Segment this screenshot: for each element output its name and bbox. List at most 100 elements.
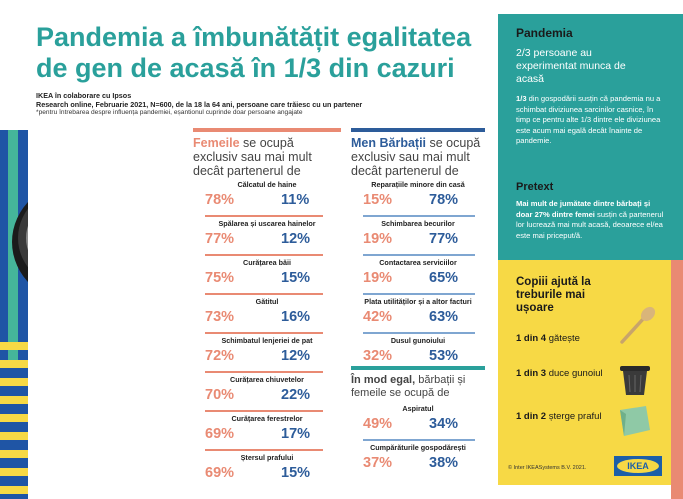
item-label: Aspiratul	[402, 404, 434, 413]
item-label: Schimbarea becurilor	[381, 219, 455, 228]
men-share: 53%	[429, 348, 459, 364]
list-item: Călcatul de haine 78% 11%	[193, 180, 341, 220]
pretext-paragraph-rest: susțin că partenerul lor lucrează mai mu…	[516, 209, 664, 240]
chore-item-cooking: 1 din 4 gătește	[516, 333, 606, 345]
women-heading: Femeile se ocupă exclusiv sau mai mult d…	[193, 136, 341, 178]
list-item: Curățarea băii 75% 15%	[193, 258, 341, 298]
list-item: Schimbarea becurilor 19% 77%	[351, 219, 485, 259]
men-accent-bar	[351, 128, 485, 132]
pandemic-paragraph: 1/3 din gospodării susțin că pandemia nu…	[516, 94, 666, 147]
kids-panel: Copiii ajută la treburile mai ușoare 1 d…	[498, 260, 671, 485]
item-divider	[205, 410, 323, 412]
women-share: 15%	[363, 192, 393, 208]
men-share: 16%	[281, 309, 311, 325]
ikea-logo-oval: IKEA	[617, 459, 659, 473]
wooden-spoon-icon	[620, 306, 656, 344]
men-share: 15%	[281, 270, 311, 286]
pandemic-paragraph-rest: din gospodării susțin că pandemia nu a s…	[516, 94, 661, 145]
women-share: 37%	[363, 455, 393, 471]
item-divider	[363, 215, 475, 217]
equal-heading: În mod egal, bărbații și femeile se ocup…	[351, 374, 485, 400]
chore-ratio: 1 din 2	[516, 411, 547, 422]
equal-accent-bar	[351, 366, 485, 370]
men-share: 34%	[429, 416, 459, 432]
source-note: *pentru întrebarea despre influența pand…	[36, 109, 303, 116]
men-share: 38%	[429, 455, 459, 471]
pandemic-heading: Pandemia	[516, 26, 573, 40]
item-label: Curățarea ferestrelor	[231, 414, 303, 423]
women-share: 70%	[205, 387, 235, 403]
equal-heading-rest: bărbații și femeile se ocupă de	[351, 374, 466, 399]
item-label: Gătitul	[255, 297, 279, 306]
men-share: 63%	[429, 309, 459, 325]
page-title: Pandemia a îmbunătățit egalitatea de gen…	[36, 22, 472, 83]
pretext-heading: Pretext	[516, 181, 554, 193]
women-heading-em: Femeile	[193, 136, 240, 150]
women-share: 69%	[205, 465, 235, 481]
women-share: 49%	[363, 416, 393, 432]
trash-bin-icon	[620, 366, 650, 395]
men-share: 11%	[281, 192, 310, 208]
women-share: 19%	[363, 231, 393, 247]
women-accent-bar	[193, 128, 341, 132]
source-line-1: IKEA în colaborare cu Ipsos	[36, 91, 132, 100]
list-item: Contactarea serviciilor 19% 65%	[351, 258, 485, 298]
kids-heading: Copiii ajută la treburile mai ușoare	[516, 276, 591, 314]
list-item: Gătitul 73% 16%	[193, 297, 341, 337]
chore-label: duce gunoiul	[546, 368, 603, 379]
item-divider	[363, 254, 475, 256]
women-share: 72%	[205, 348, 235, 364]
men-column: Men Bărbații se ocupă exclusiv sau mai m…	[351, 128, 485, 490]
list-item: Cumpărăturile gospodărești 37% 38%	[351, 443, 485, 483]
ikea-logo-text: IKEA	[627, 461, 649, 471]
chore-item-dusting: 1 din 2 șterge praful	[516, 411, 606, 423]
women-share: 78%	[205, 192, 235, 208]
item-label: Curățarea chiuvetelor	[230, 375, 304, 384]
item-divider	[363, 293, 475, 295]
pandemic-highlight: 2/3 persoane au experimentat munca de ac…	[516, 47, 626, 85]
item-label: Călcatul de haine	[237, 180, 297, 189]
women-column: Femeile se ocupă exclusiv sau mai mult d…	[193, 128, 341, 490]
men-share: 77%	[429, 231, 459, 247]
decorative-edge-coral	[671, 260, 683, 499]
pandemic-panel: Pandemia 2/3 persoane au experimentat mu…	[498, 14, 671, 260]
women-share: 69%	[205, 426, 235, 442]
women-share: 32%	[363, 348, 393, 364]
women-share: 77%	[205, 231, 235, 247]
chore-item-trash: 1 din 3 duce gunoiul	[516, 368, 606, 380]
women-share: 42%	[363, 309, 393, 325]
item-label: Dusul gunoiului	[390, 336, 446, 345]
men-share: 22%	[281, 387, 311, 403]
item-label: Plata utilităților și a altor facturi	[364, 297, 472, 306]
pretext-paragraph: Mai mult de jumătate dintre bărbați și d…	[516, 199, 666, 241]
list-item: Schimbatul lenjeriei de pat 72% 12%	[193, 336, 341, 376]
list-item: Curățarea ferestrelor 69% 17%	[193, 414, 341, 454]
chore-ratio: 1 din 3	[516, 368, 547, 379]
women-share: 19%	[363, 270, 393, 286]
men-share: 17%	[281, 426, 311, 442]
list-item: Reparațiile minore din casă 15% 78%	[351, 180, 485, 220]
source-line-2: Research online, Februarie 2021, N=600, …	[36, 100, 363, 109]
item-divider	[205, 293, 323, 295]
item-label: Ștersul prafului	[240, 453, 294, 462]
copyright: © Inter IKEASystems B.V. 2021.	[508, 465, 587, 471]
chore-ratio: 1 din 4	[516, 333, 547, 344]
equal-heading-em: În mod egal,	[351, 374, 416, 386]
list-item: Ștersul prafului 69% 15%	[193, 453, 341, 493]
list-item: Dusul gunoiului 32% 53%	[351, 336, 485, 376]
chore-label: gătește	[546, 333, 580, 344]
item-label: Reparațiile minore din casă	[371, 180, 465, 189]
men-share: 65%	[429, 270, 459, 286]
men-share: 15%	[281, 465, 311, 481]
item-label: Spălarea și uscarea hainelor	[218, 219, 316, 228]
women-heading-rest: se ocupă exclusiv sau mai mult decât par…	[193, 136, 312, 178]
men-share: 12%	[281, 231, 311, 247]
item-label: Curățarea băii	[243, 258, 291, 267]
item-label: Contactarea serviciilor	[379, 258, 457, 267]
men-heading: Men Bărbații se ocupă exclusiv sau mai m…	[351, 136, 485, 178]
item-divider	[363, 439, 475, 441]
chore-label: șterge praful	[546, 411, 602, 422]
pandemic-paragraph-em: 1/3	[516, 94, 527, 103]
item-divider	[205, 254, 323, 256]
list-item: Plata utilităților și a altor facturi 42…	[351, 297, 485, 337]
